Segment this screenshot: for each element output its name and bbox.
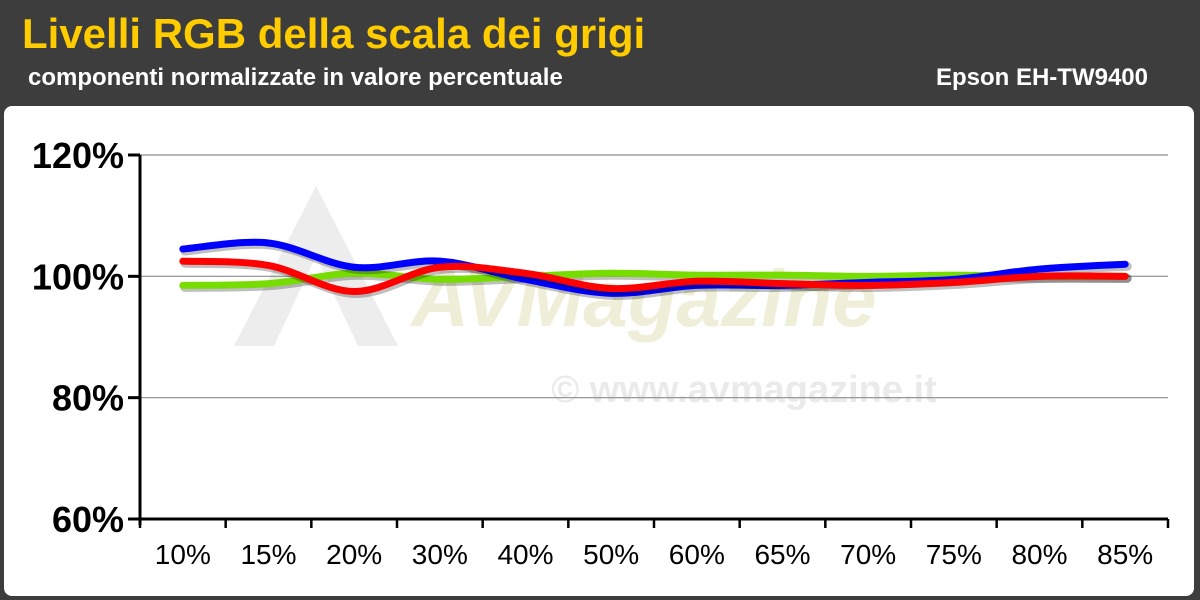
- series-line-2: [179, 257, 1129, 296]
- y-tick-label: 120%: [32, 135, 124, 176]
- x-tick-label: 80%: [1011, 539, 1067, 570]
- y-tick-label: 80%: [52, 378, 124, 419]
- device-model-label: Epson EH-TW9400: [935, 64, 1148, 91]
- chart-panel: AVMagazine © www.avmagazine.it 60% 80% 100…: [4, 106, 1194, 596]
- chart-header: Livelli RGB della scala dei grigi compon…: [0, 0, 1200, 104]
- chart-series: [179, 238, 1132, 300]
- x-tick-label: 10%: [155, 539, 211, 570]
- chart-subtitle: componenti normalizzate in valore percen…: [28, 64, 563, 91]
- x-tick-label: 30%: [412, 539, 468, 570]
- x-tick-label: 20%: [326, 539, 382, 570]
- watermark-copyright: © www.avmagazine.it: [551, 369, 937, 411]
- y-tick-labels: 60% 80% 100% 120%: [32, 135, 124, 540]
- y-tick-label: 60%: [52, 499, 124, 540]
- watermark-logo-mark: [234, 186, 398, 346]
- x-tick-label: 75%: [926, 539, 982, 570]
- x-tick-label: 70%: [840, 539, 896, 570]
- x-tick-label: 15%: [240, 539, 296, 570]
- line-chart: AVMagazine © www.avmagazine.it 60% 80% 100…: [32, 135, 1170, 570]
- x-tick-label: 50%: [583, 539, 639, 570]
- chart-axes: [128, 153, 1170, 528]
- chart-title: Livelli RGB della scala dei grigi: [22, 10, 646, 57]
- avmagazine-watermark: AVMagazine © www.avmagazine.it: [234, 186, 937, 411]
- x-tick-label: 85%: [1097, 539, 1153, 570]
- x-tick-label: 60%: [669, 539, 725, 570]
- x-tick-labels: 10% 15% 20% 30% 40% 50% 60% 65% 70% 75% 80% 85%: [155, 539, 1153, 570]
- y-tick-label: 100%: [32, 256, 124, 297]
- x-tick-label: 40%: [497, 539, 553, 570]
- x-tick-label: 65%: [754, 539, 810, 570]
